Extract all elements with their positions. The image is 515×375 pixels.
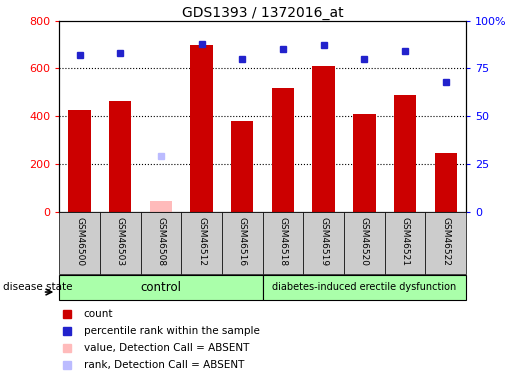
Bar [263,212,303,274]
Bar [68,110,91,212]
Text: GSM46508: GSM46508 [157,217,165,266]
Text: GSM46512: GSM46512 [197,217,206,266]
Bar [222,212,263,274]
Bar [272,88,294,212]
Bar [353,114,375,212]
Text: value, Detection Call = ABSENT: value, Detection Call = ABSENT [84,343,249,353]
Text: GSM46522: GSM46522 [441,217,450,266]
Text: diabetes-induced erectile dysfunction: diabetes-induced erectile dysfunction [272,282,456,292]
Text: disease state: disease state [3,282,72,292]
Text: GSM46519: GSM46519 [319,217,328,266]
Bar [385,212,425,274]
Text: control: control [141,281,181,294]
Bar [150,201,172,212]
Bar [59,274,263,300]
Bar [231,121,253,212]
Bar [141,212,181,274]
Bar [394,95,416,212]
Text: percentile rank within the sample: percentile rank within the sample [84,326,260,336]
Bar [344,212,385,274]
Text: count: count [84,309,113,319]
Bar [191,45,213,212]
Text: GSM46500: GSM46500 [75,217,84,266]
Bar [100,212,141,274]
Bar [109,101,131,212]
Bar [59,212,100,274]
Text: GSM46521: GSM46521 [401,217,409,266]
Text: GSM46516: GSM46516 [238,217,247,266]
Bar [313,66,335,212]
Bar [425,212,466,274]
Bar [181,212,222,274]
Bar [303,212,344,274]
Title: GDS1393 / 1372016_at: GDS1393 / 1372016_at [182,6,344,20]
Text: GSM46520: GSM46520 [360,217,369,266]
Text: rank, Detection Call = ABSENT: rank, Detection Call = ABSENT [84,360,244,370]
Bar [263,274,466,300]
Text: GSM46503: GSM46503 [116,217,125,266]
Text: GSM46518: GSM46518 [279,217,287,266]
Bar [435,153,457,212]
